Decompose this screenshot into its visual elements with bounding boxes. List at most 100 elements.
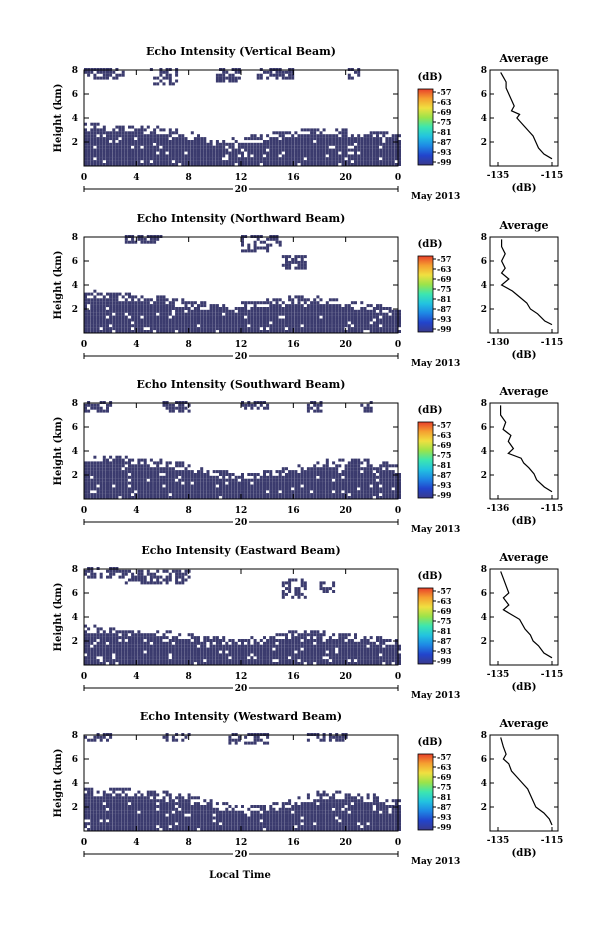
heatmap-cell	[156, 662, 160, 665]
heatmap-cell	[184, 487, 188, 491]
heatmap-cell	[379, 464, 383, 468]
heatmap-cell	[325, 157, 329, 161]
heatmap-cell	[288, 473, 292, 476]
heatmap-cell	[341, 493, 345, 497]
heatmap-cell	[153, 145, 157, 149]
heatmap-cell	[316, 295, 320, 299]
heatmap-cell	[156, 327, 160, 331]
heatmap-cell	[325, 653, 329, 657]
heatmap-cell	[209, 481, 213, 485]
heatmap-cell	[391, 148, 395, 152]
heatmap-cell	[263, 240, 266, 244]
heatmap-cell	[338, 309, 342, 313]
heatmap-cell	[269, 163, 273, 166]
heatmap-cell	[165, 493, 169, 497]
heatmap-cell	[96, 70, 100, 74]
heatmap-cell	[300, 470, 304, 474]
heatmap-cells	[84, 235, 401, 333]
heatmap-cell	[146, 137, 150, 141]
heatmap-cell	[212, 481, 216, 485]
heatmap-cell	[328, 473, 332, 476]
heatmap-cell	[285, 493, 288, 497]
heatmap-cell	[134, 145, 138, 149]
heatmap-cell	[316, 312, 320, 316]
heatmap-cell	[350, 464, 354, 468]
heatmap-cell	[313, 148, 317, 152]
heatmap-cell	[143, 134, 147, 138]
heatmap-cell	[165, 647, 169, 651]
heatmap-cell	[328, 647, 332, 651]
heatmap-cell	[288, 324, 292, 328]
heatmap-cell	[93, 653, 97, 657]
heatmap-cell	[325, 496, 329, 499]
heatmap-cell	[285, 263, 288, 267]
heatmap-cell	[357, 330, 361, 333]
heatmap-cell	[281, 581, 285, 585]
heatmap-cell	[137, 647, 141, 651]
heatmap-cell	[319, 639, 323, 642]
heatmap-cell	[165, 157, 169, 161]
heatmap-cell	[190, 644, 194, 648]
heatmap-cell	[328, 160, 332, 164]
heatmap-cell	[99, 154, 103, 158]
heatmap-cell	[313, 478, 317, 482]
heatmap-cell	[366, 464, 370, 468]
heatmap-cell	[193, 142, 197, 146]
heatmap-cell	[269, 312, 273, 316]
heatmap-cell	[84, 315, 87, 319]
heatmap-cell	[219, 79, 222, 83]
heatmap-cell	[143, 312, 147, 316]
heatmap-cell	[306, 653, 310, 657]
heatmap-cell	[200, 467, 204, 471]
heatmap-cell	[206, 327, 210, 331]
heatmap-cell	[181, 496, 185, 499]
heatmap-cell	[90, 641, 94, 645]
heatmap-cell	[162, 140, 166, 143]
heatmap-cell	[131, 662, 135, 665]
heatmap-cell	[250, 636, 254, 640]
heatmap-cell	[398, 142, 401, 146]
heatmap-cell	[250, 134, 254, 138]
heatmap-cell	[175, 475, 179, 479]
heatmap-cell	[294, 309, 298, 313]
heatmap-cell	[310, 470, 314, 474]
heatmap-cell	[134, 295, 138, 299]
heatmap-cell	[106, 151, 109, 155]
heatmap-cell	[281, 148, 285, 152]
heatmap-cell	[128, 157, 131, 161]
heatmap-cell	[297, 309, 301, 313]
heatmap-cell	[209, 641, 213, 645]
heatmap-cell	[128, 142, 131, 146]
heatmap-cell	[347, 304, 351, 308]
heatmap-cell	[310, 639, 314, 642]
heatmap-cell	[128, 461, 131, 465]
heatmap-cell	[153, 493, 157, 497]
heatmap-cell	[278, 163, 282, 166]
heatmap-cell	[382, 145, 386, 149]
heatmap-cell	[131, 125, 135, 129]
heatmap-cell	[140, 318, 144, 322]
heatmap-cell	[388, 496, 392, 499]
heatmap-cell	[206, 493, 210, 497]
heatmap-cell	[285, 324, 288, 328]
heatmap-cell	[128, 140, 131, 143]
heatmap-cell	[313, 653, 317, 657]
heatmap-cell	[363, 639, 367, 642]
colorbar-tick-label: -69	[437, 440, 452, 450]
heatmap-cell	[90, 467, 94, 471]
heatmap-cell	[112, 650, 116, 654]
heatmap-cell	[193, 148, 197, 152]
heatmap-cell	[212, 636, 216, 640]
heatmap-cell	[285, 656, 288, 660]
heatmap-cell	[388, 142, 392, 146]
heatmap-cell	[156, 309, 160, 313]
heatmap-cell	[93, 810, 97, 814]
heatmap-cell	[90, 828, 94, 831]
heatmap-cell	[121, 481, 125, 485]
heatmap-cell	[247, 484, 251, 488]
heatmap-cell	[115, 647, 119, 651]
heatmap-cell	[219, 142, 222, 146]
heatmap-cell	[294, 641, 298, 645]
heatmap-cell	[156, 478, 160, 482]
heatmap-cell	[134, 304, 138, 308]
